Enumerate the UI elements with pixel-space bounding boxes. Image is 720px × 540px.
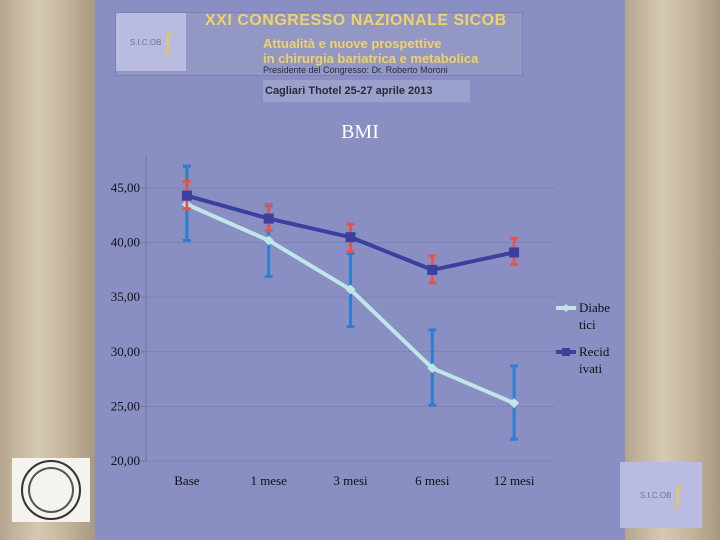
logo-glyph-icon: ʃ — [163, 27, 173, 56]
x-tick-label: 6 mesi — [415, 473, 450, 488]
data-point — [345, 284, 356, 295]
congress-subtitle-line1: Attualità e nuove prospettive — [263, 36, 442, 51]
y-tick-label: 30,00 — [111, 344, 140, 359]
logo-text: S.I.C.OB — [129, 37, 162, 47]
data-point — [263, 213, 274, 224]
legend-swatch-marker — [562, 348, 570, 356]
y-tick-label: 20,00 — [111, 453, 140, 468]
logo-bottom-glyph-icon: ʃ — [673, 480, 683, 509]
x-tick-label: Base — [174, 473, 200, 488]
y-tick-label: 35,00 — [111, 289, 140, 304]
data-point — [181, 190, 192, 201]
chart-title: BMI — [341, 121, 379, 143]
data-point — [427, 264, 438, 275]
x-tick-label: 3 mesi — [333, 473, 368, 488]
data-point — [509, 398, 520, 409]
y-tick-label: 45,00 — [111, 180, 140, 195]
university-seal-icon — [12, 458, 90, 522]
sicob-logo-bottom-icon: S.I.C.OB ʃ — [620, 462, 702, 528]
legend-label: tici — [579, 317, 596, 332]
x-tick-label: 12 mesi — [494, 473, 535, 488]
legend-label: Recid — [579, 344, 610, 359]
y-tick-label: 40,00 — [111, 235, 140, 250]
logo-bottom-text: S.I.C.OB — [639, 490, 672, 500]
lion-statue-left-icon — [0, 0, 95, 540]
data-point — [263, 235, 274, 246]
lion-statue-right-icon — [625, 0, 720, 540]
legend-label: Diabe — [579, 300, 610, 315]
legend-swatch-marker — [562, 304, 570, 312]
data-point — [345, 232, 356, 243]
legend-label: ivati — [579, 361, 602, 376]
congress-subtitle-line2: in chirurgia bariatrica e metabolica — [263, 51, 479, 66]
data-point — [427, 363, 438, 374]
congress-venue: Cagliari Thotel 25-27 aprile 2013 — [263, 80, 470, 102]
x-tick-label: 1 mese — [250, 473, 287, 488]
congress-president: Presidente del Congresso: Dr. Roberto Mo… — [263, 65, 448, 75]
data-point — [509, 247, 520, 258]
congress-title: XXI CONGRESSO NAZIONALE SICOB — [205, 12, 507, 29]
y-tick-label: 25,00 — [111, 398, 140, 413]
sicob-logo-icon: S.I.C.OB ʃ — [116, 13, 186, 71]
